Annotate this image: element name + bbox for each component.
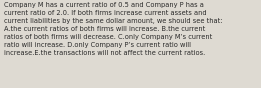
Text: Company M has a current ratio of 0.5 and Company P has a
current ratio of 2.0. I: Company M has a current ratio of 0.5 and… bbox=[4, 2, 222, 56]
